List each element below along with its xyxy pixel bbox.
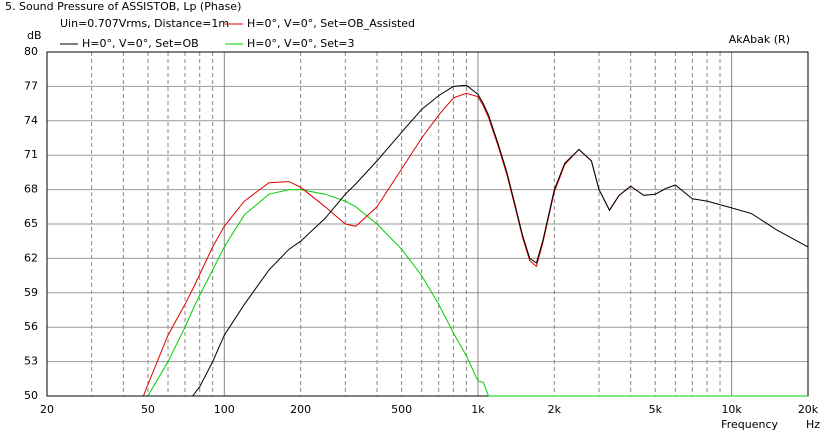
y-tick-label: 80 (24, 45, 38, 58)
y-tick-label: 62 (24, 251, 38, 264)
x-tick-label: 2k (548, 403, 562, 416)
y-tick-label: 59 (24, 286, 38, 299)
y-tick-label: 56 (24, 320, 38, 333)
y-tick-label: 50 (24, 389, 38, 402)
x-tick-label: 5k (649, 403, 663, 416)
legend-label: H=0°, V=0°, Set=3 (247, 37, 355, 50)
y-axis-label: dB (27, 29, 42, 42)
x-axis-label: Frequency (721, 418, 778, 431)
y-tick-label: 74 (24, 114, 38, 127)
watermark: AkAbak (R) (729, 33, 790, 46)
x-tick-label: 10k (721, 403, 742, 416)
y-tick-label: 53 (24, 355, 38, 368)
x-unit: Hz (806, 418, 820, 431)
y-tick-label: 71 (24, 148, 38, 161)
series-line (47, 92, 632, 397)
y-tick-label: 65 (24, 217, 38, 230)
x-tick-label: 500 (391, 403, 412, 416)
y-tick-label: 77 (24, 79, 38, 92)
series-line (147, 189, 808, 397)
x-tick-label: 20k (798, 403, 819, 416)
x-tick-label: 200 (290, 403, 311, 416)
legend-label: H=0°, V=0°, Set=OB_Assisted (247, 17, 415, 30)
series-line (47, 84, 809, 397)
x-tick-label: 20 (40, 403, 54, 416)
legend-label: H=0°, V=0°, Set=OB (82, 37, 199, 50)
x-tick-label: 100 (214, 403, 235, 416)
x-tick-label: 50 (141, 403, 155, 416)
x-tick-label: 1k (471, 403, 485, 416)
chart-title: 5. Sound Pressure of ASSISTOB, Lp (Phase… (5, 0, 241, 13)
subtitle: Uin=0.707Vrms, Distance=1m (60, 17, 229, 30)
y-tick-label: 68 (24, 183, 38, 196)
plot-frame (46, 51, 809, 397)
